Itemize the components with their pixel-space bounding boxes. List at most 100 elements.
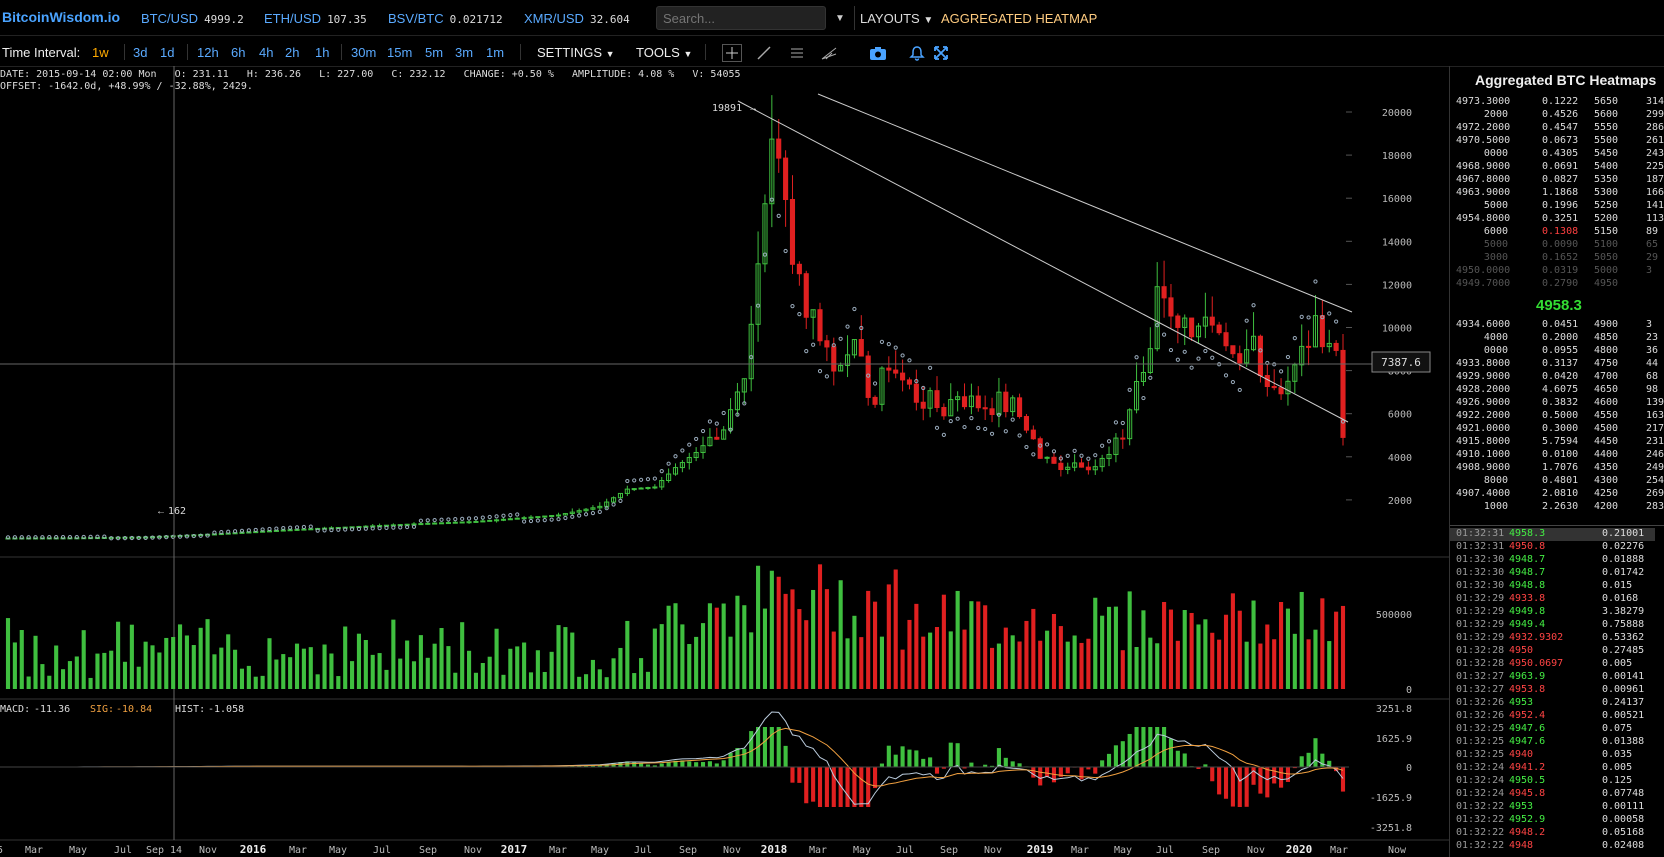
volume-bar [398,658,403,689]
sar-dot [962,424,967,430]
sar-dot [900,353,905,358]
ticker-xmr-usd[interactable]: XMR/USD 32.604 [524,11,630,26]
crosshair-icon[interactable] [722,44,742,62]
search-input[interactable] [656,6,826,30]
orderbook-cell: 0.3000 [1542,423,1579,434]
macd-histogram-bar [1251,767,1256,785]
sar-dot [288,525,293,530]
orderbook-cell: 4910.1000 [1456,449,1511,460]
camera-icon[interactable] [869,45,887,61]
volume-bar [1031,608,1036,689]
macd-histogram-bar [1182,753,1187,767]
divider [187,44,188,60]
trade-cell: 4940 [1509,749,1534,760]
orderbook-cell: 4921.0000 [1456,423,1511,434]
sar-dot [1340,419,1346,424]
interval-3d[interactable]: 3d [133,45,148,60]
interval-1w[interactable]: 1w [92,45,109,60]
ticker-eth-usd[interactable]: ETH/USD 107.35 [264,11,367,26]
volume-bar [776,576,781,689]
interval-30m[interactable]: 30m [351,45,377,60]
sar-dot [54,535,59,540]
interval-1h[interactable]: 1h [315,45,330,60]
volume-bar [1265,624,1270,689]
candle-body [1278,387,1284,395]
sar-dot [1148,375,1153,380]
orderbook-cell: 0.4305 [1542,148,1579,159]
macd-histogram-bar [1065,767,1070,774]
interval-1d[interactable]: 1d [160,45,175,60]
brand-logo[interactable]: BitcoinWisdom.io [2,9,121,25]
interval-12h[interactable]: 12h [197,45,219,60]
x-axis-label: 2016 [240,843,267,856]
orderbook-cell: 68 [1646,371,1659,382]
interval-6h[interactable]: 6h [231,45,246,60]
orderbook-cell: 1.1868 [1542,187,1579,198]
volume-bar [377,653,382,689]
bell-icon[interactable] [909,45,925,61]
volume-bar [109,650,114,689]
macd-tick-label: -3251.8 [1370,823,1412,834]
horizontal-lines-icon[interactable] [789,45,805,61]
sar-dot [253,527,258,533]
candle-body [425,522,431,525]
orderbook-cell: 4922.2000 [1456,410,1511,421]
sar-dot [914,379,919,384]
sidebar-title: Aggregated BTC Heatmaps [1475,72,1657,88]
candle-body [1257,335,1263,377]
trade-cell: 4941.2 [1509,762,1546,773]
interval-15m[interactable]: 15m [387,45,413,60]
layouts-menu[interactable]: LAYOUTS ▼ [860,11,933,26]
aggregated-heatmap-link[interactable]: AGGREGATED HEATMAP [941,11,1098,26]
sar-dot [33,535,38,540]
volume-bar [632,673,637,689]
fullscreen-icon[interactable] [933,45,949,61]
trade-cell: 4953 [1509,801,1534,812]
volume-bar [1100,615,1105,689]
trade-cell: 4933.8 [1509,593,1546,604]
price-chart[interactable]: 2000018000160001400012000100008000600040… [0,66,1449,857]
candle-body [1010,397,1016,413]
interval-1m[interactable]: 1m [486,45,505,60]
ticker-bsv-btc[interactable]: BSV/BTC 0.021712 [388,11,503,26]
sar-dot [12,535,17,540]
volume-bar [322,644,327,689]
orderbook-cell: 0.4547 [1542,122,1579,133]
interval-3m[interactable]: 3m [455,45,474,60]
orderbook-cell: 4915.8000 [1456,436,1511,447]
sar-dot [1313,279,1318,284]
macd-histogram-bar [742,748,747,767]
orderbook-cell: 5550 [1594,122,1619,133]
volume-bar [253,676,258,689]
tools-menu[interactable]: TOOLS ▼ [636,45,692,60]
ticker-price: 107.35 [327,13,367,26]
interval-5m[interactable]: 5m [425,45,444,60]
line-tool-icon[interactable] [756,45,772,61]
trade-cell: 4932.9302 [1509,632,1564,643]
ticker-btc-usd[interactable]: BTC/USD 4999.2 [141,11,244,26]
volume-bar [432,643,437,689]
macd-histogram-bar [948,742,953,767]
interval-2h[interactable]: 2h [285,45,300,60]
volume-bar [1051,614,1057,689]
candle-body [514,517,520,520]
chevron-down-icon: ▼ [683,49,693,59]
search-dropdown-icon[interactable]: ▼ [835,13,845,24]
volume-bar [453,672,458,689]
trade-cell: 0.02276 [1602,541,1645,552]
candle-body [1202,316,1208,327]
price-tick-label: 10000 [1382,324,1412,335]
fib-tool-icon[interactable] [820,45,838,61]
candle-body [1237,353,1243,364]
sar-dot [349,527,355,532]
sar-dot [19,535,24,540]
volume-bar [281,654,286,689]
x-axis-label: Mar [549,845,567,856]
sar-dot [294,525,300,530]
macd-histogram-bar [817,767,823,807]
sar-dot [308,524,313,529]
interval-4h[interactable]: 4h [259,45,274,60]
sar-dot [1299,314,1304,319]
sar-dot [707,419,713,424]
settings-menu[interactable]: SETTINGS ▼ [537,45,615,60]
